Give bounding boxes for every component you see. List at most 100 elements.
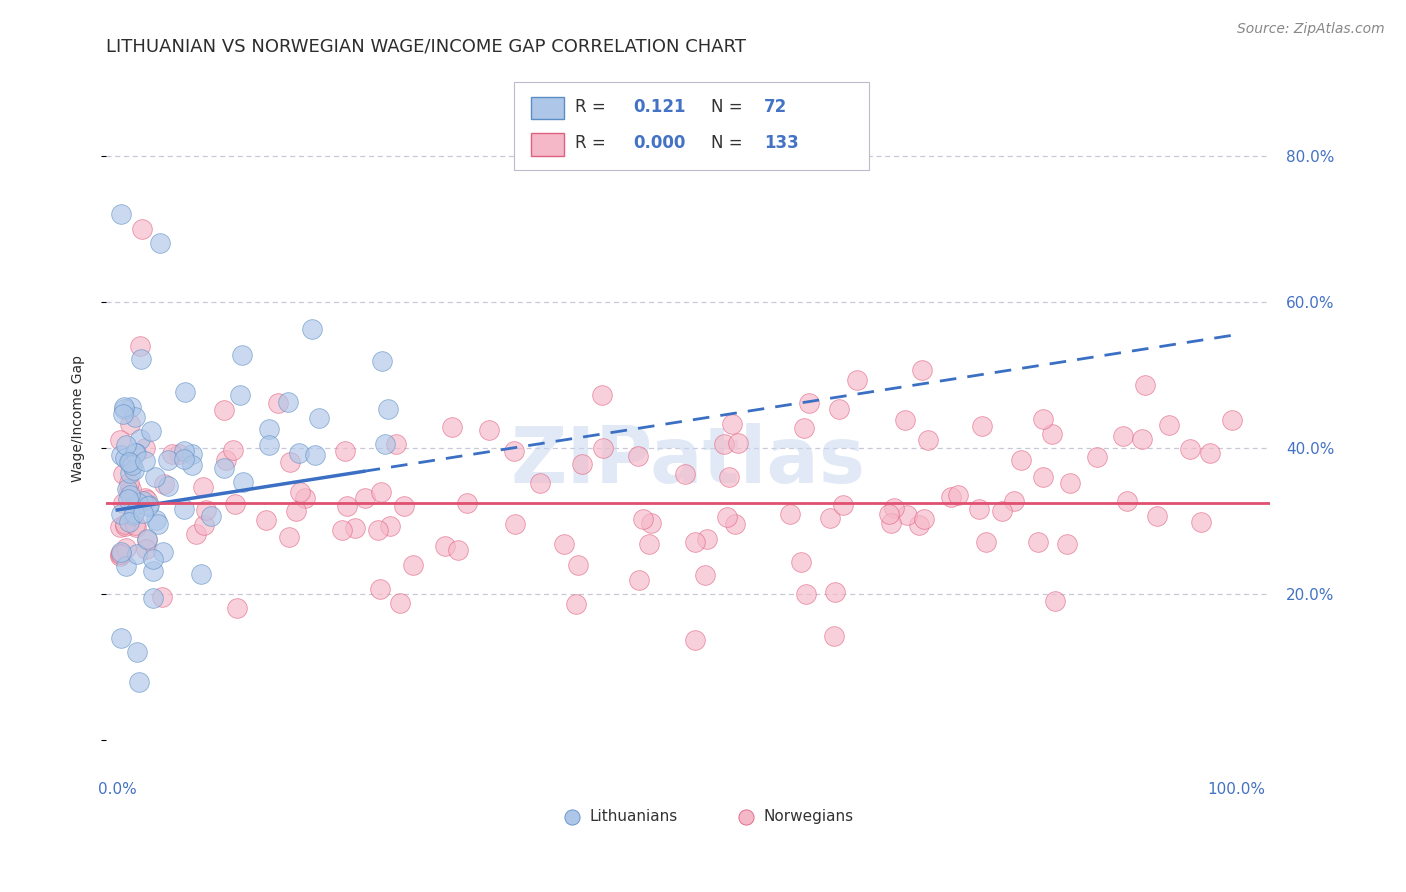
Point (118, 455, 141, 469)
Text: N =: N = (711, 97, 744, 116)
Point (173, 444, 195, 458)
Point (335, 444, 357, 458)
FancyBboxPatch shape (531, 96, 564, 120)
Point (880, 516, 903, 531)
Point (1031, 469, 1053, 483)
Point (565, 597, 588, 611)
Point (231, 348, 253, 362)
Point (136, 532, 159, 546)
Point (370, 582, 392, 597)
Point (637, 537, 659, 551)
Point (389, 596, 412, 610)
Point (111, 407, 134, 421)
Point (142, 564, 165, 578)
Point (112, 401, 135, 415)
Point (232, 475, 254, 489)
Point (131, 221, 153, 235)
Point (108, 549, 131, 563)
Point (121, 458, 143, 473)
Text: ZIPatlas: ZIPatlas (510, 423, 866, 499)
Point (883, 501, 905, 516)
Point (877, 507, 900, 521)
Point (1010, 452, 1032, 467)
Point (385, 436, 408, 450)
Point (554, 782, 576, 797)
Point (143, 469, 166, 483)
Point (818, 510, 841, 524)
Point (114, 451, 136, 466)
Point (120, 455, 142, 469)
Point (1199, 446, 1222, 460)
Point (673, 467, 696, 481)
Point (478, 423, 501, 437)
Text: R =: R = (575, 97, 606, 116)
Point (215, 453, 238, 467)
Point (145, 513, 167, 527)
Point (224, 497, 246, 511)
Point (367, 524, 389, 538)
Point (120, 456, 142, 470)
Point (1032, 412, 1054, 426)
Point (280, 455, 302, 469)
Point (370, 485, 392, 500)
Point (288, 445, 311, 459)
Point (200, 508, 222, 523)
Point (693, 568, 716, 582)
Point (212, 460, 235, 475)
Point (157, 478, 180, 492)
Point (294, 491, 316, 505)
Point (120, 466, 142, 480)
Point (125, 520, 148, 534)
Point (627, 450, 650, 464)
Point (118, 417, 141, 431)
Point (135, 533, 157, 547)
Point (110, 207, 132, 221)
Text: Norwegians: Norwegians (763, 809, 853, 824)
Point (446, 542, 468, 557)
Point (118, 476, 141, 491)
Point (1043, 594, 1066, 608)
Point (110, 544, 132, 558)
Point (685, 534, 707, 549)
Point (181, 446, 204, 460)
Point (831, 498, 853, 512)
Point (1146, 509, 1168, 524)
Point (222, 442, 245, 457)
Point (896, 508, 918, 522)
Point (1157, 418, 1180, 433)
Point (343, 521, 366, 535)
FancyBboxPatch shape (513, 82, 869, 169)
Point (132, 506, 155, 520)
Point (112, 467, 135, 481)
Point (135, 493, 157, 508)
Point (1026, 535, 1049, 549)
Point (259, 438, 281, 452)
Point (910, 363, 932, 377)
Point (828, 402, 851, 417)
Point (115, 438, 138, 452)
Point (1189, 515, 1212, 529)
Point (402, 558, 425, 572)
Point (149, 236, 172, 251)
Point (721, 782, 744, 797)
Point (440, 419, 463, 434)
Point (823, 629, 845, 643)
Point (134, 442, 156, 456)
Point (330, 523, 353, 537)
Point (948, 488, 970, 502)
Point (1130, 432, 1153, 446)
Point (110, 448, 132, 462)
Point (120, 400, 142, 414)
Point (378, 519, 401, 533)
Point (972, 419, 994, 434)
Text: N =: N = (711, 134, 744, 152)
Point (173, 452, 195, 467)
Point (225, 600, 247, 615)
Point (150, 591, 173, 605)
Point (120, 483, 142, 497)
Point (571, 457, 593, 471)
Point (717, 469, 740, 483)
Point (127, 496, 149, 510)
Point (377, 402, 399, 417)
Point (132, 494, 155, 508)
